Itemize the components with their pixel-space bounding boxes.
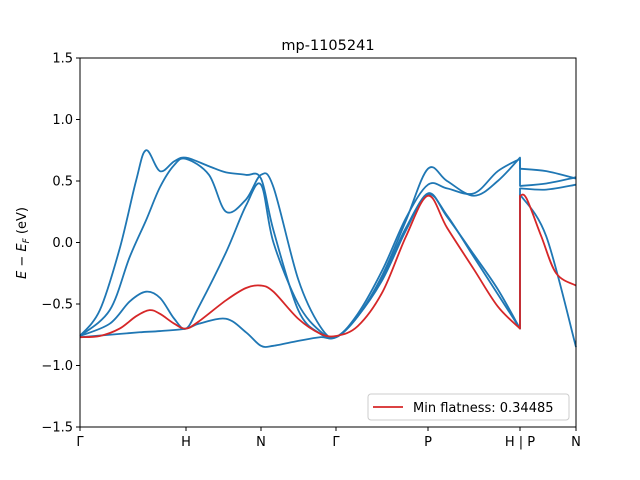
- y-tick-label: −1.0: [41, 359, 73, 374]
- legend-box: [367, 393, 570, 421]
- legend-label: Min flatness: 0.34485: [413, 401, 554, 416]
- x-tick-label: N: [256, 435, 266, 450]
- x-tick-label: Γ: [332, 435, 340, 450]
- band-line-3: [79, 157, 577, 339]
- legend: Min flatness: 0.34485: [367, 393, 570, 421]
- y-tick-label: 0.5: [52, 175, 73, 190]
- y-tick-label: 1.0: [52, 113, 73, 128]
- x-axis-ticks: Γ H N Γ P H | P N: [76, 427, 581, 450]
- plot-area: [79, 149, 577, 348]
- x-tick-label: Γ: [76, 435, 84, 450]
- x-tick-label: P: [424, 435, 432, 450]
- y-tick-label: −1.5: [41, 421, 73, 436]
- y-tick-label: −0.5: [41, 298, 73, 313]
- x-tick-label: N: [571, 435, 581, 450]
- x-tick-label: H: [181, 435, 191, 450]
- band-line-1: [79, 192, 577, 348]
- y-axis-label: E − EF (eV): [15, 207, 32, 279]
- x-tick-label: H | P: [505, 435, 535, 450]
- y-tick-label: 1.5: [52, 52, 73, 67]
- band-line-5: [79, 193, 577, 339]
- band-line-4: [79, 149, 577, 340]
- y-tick-label: 0.0: [52, 236, 73, 251]
- y-axis-ticks: −1.5 −1.0 −0.5 0.0 0.5 1.0 1.5: [41, 52, 80, 436]
- band-line-2: [79, 182, 577, 339]
- chart-title: mp-1105241: [281, 38, 374, 54]
